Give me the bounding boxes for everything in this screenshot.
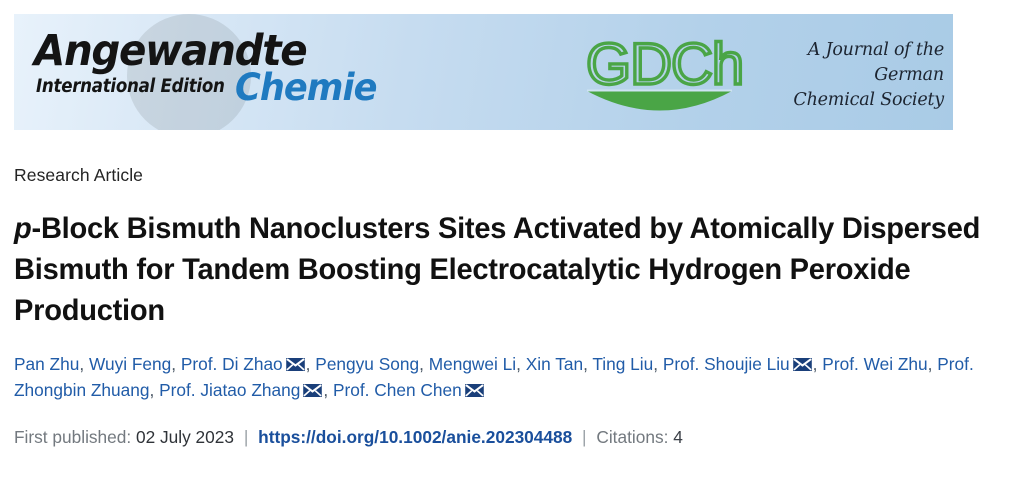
- tagline-line-2: German: [874, 65, 944, 85]
- author-name[interactable]: Mengwei Li: [428, 354, 517, 374]
- author-separator: ,: [79, 354, 85, 374]
- envelope-icon[interactable]: [285, 358, 305, 371]
- author-name[interactable]: Prof. Chen Chen: [332, 380, 462, 400]
- chemie-wordmark: Chemie: [235, 66, 377, 109]
- author-separator: ,: [323, 380, 329, 400]
- meta-divider-2: |: [582, 427, 587, 447]
- society-tagline: A Journal of the German Chemical Society: [774, 38, 944, 113]
- gdch-logo[interactable]: GDCh: [584, 34, 764, 119]
- first-published-date: 02 July 2023: [136, 427, 235, 447]
- author-separator: ,: [516, 354, 521, 374]
- citations-count: 4: [673, 427, 683, 447]
- title-italic-prefix: p: [14, 212, 32, 245]
- doi-link[interactable]: https://doi.org/10.1002/anie.202304488: [258, 427, 573, 447]
- author-separator: ,: [171, 354, 177, 374]
- publication-meta: First published: 02 July 2023 | https://…: [14, 425, 1004, 449]
- page-title: p-Block Bismuth Nanoclusters Sites Activ…: [14, 208, 989, 331]
- gdch-logo-graphic: GDCh: [584, 34, 746, 111]
- envelope-icon[interactable]: [303, 384, 323, 397]
- svg-text:GDCh: GDCh: [586, 34, 743, 97]
- angewandte-edition-label: International Edition: [36, 76, 225, 97]
- envelope-icon[interactable]: [792, 358, 812, 371]
- author-name[interactable]: Prof. Di Zhao: [180, 354, 283, 374]
- article-header: Research Article p-Block Bismuth Nanoclu…: [14, 152, 1004, 449]
- author-name[interactable]: Prof. Wei Zhu: [822, 354, 928, 374]
- tagline-line-1: A Journal of the: [807, 40, 944, 60]
- envelope-icon[interactable]: [464, 384, 484, 397]
- tagline-line-3: Chemical Society: [793, 90, 944, 110]
- meta-divider-1: |: [243, 427, 249, 447]
- author-separator: ,: [149, 380, 155, 400]
- author-separator: ,: [653, 354, 659, 374]
- logo-circle-decoration: [127, 14, 251, 130]
- author-name[interactable]: Wuyi Feng: [88, 354, 172, 374]
- journal-banner: Angewandte International Edition Chemie …: [14, 14, 953, 130]
- first-published-label: First published:: [14, 427, 132, 447]
- author-list: Pan Zhu, Wuyi Feng, Prof. Di Zhao, Pengy…: [14, 351, 1004, 403]
- author-separator: ,: [927, 354, 933, 374]
- author-name[interactable]: Pan Zhu: [14, 354, 80, 374]
- author-name[interactable]: Prof. Jiatao Zhang: [159, 380, 301, 400]
- citations-label: Citations:: [596, 427, 669, 447]
- title-text: -Block Bismuth Nanoclusters Sites Activa…: [14, 212, 981, 327]
- author-separator: ,: [583, 354, 588, 374]
- author-separator: ,: [812, 354, 818, 374]
- angewandte-logo[interactable]: Angewandte International Edition Chemie: [28, 26, 448, 121]
- author-name[interactable]: Pengyu Song: [315, 354, 420, 374]
- author-name[interactable]: Prof. Zhongbin Zhuang: [14, 354, 974, 400]
- angewandte-wordmark: Angewandte: [34, 26, 308, 76]
- author-separator: ,: [419, 354, 424, 374]
- author-name[interactable]: Xin Tan: [525, 354, 584, 374]
- author-name[interactable]: Ting Liu: [592, 354, 654, 374]
- author-separator: ,: [305, 354, 311, 374]
- author-name[interactable]: Prof. Shoujie Liu: [662, 354, 790, 374]
- article-type-label: Research Article: [14, 165, 144, 185]
